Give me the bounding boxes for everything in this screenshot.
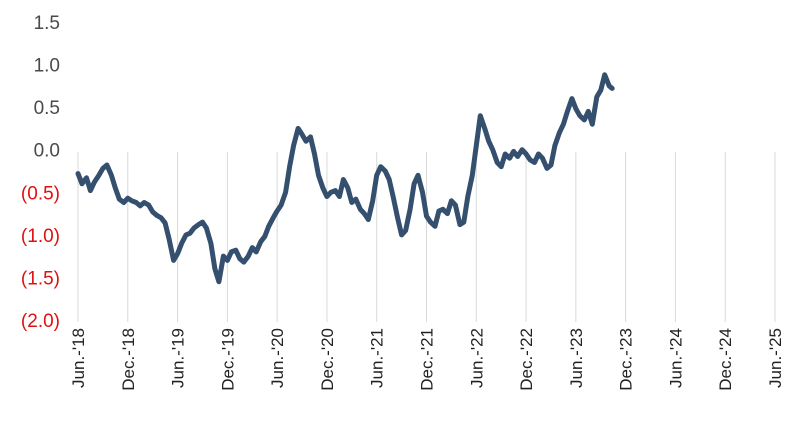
series-line bbox=[75, 72, 615, 285]
x-tick-label: Dec.-'21 bbox=[418, 328, 437, 391]
x-tick-label: Jun.-'24 bbox=[666, 328, 685, 388]
x-tick-label: Jun.-'25 bbox=[766, 328, 785, 388]
x-tick-label: Dec.-'22 bbox=[517, 328, 536, 391]
y-tick-label: 1.0 bbox=[34, 56, 60, 77]
x-tick-label: Dec.-'24 bbox=[716, 328, 735, 391]
x-axis-tick-labels: Jun.-'18 Dec.-'18 Jun.-'19 Dec.-'19 Jun.-'20… bbox=[69, 328, 785, 391]
y-tick-label: (2.0) bbox=[21, 311, 60, 332]
x-tick-label: Dec.-'20 bbox=[318, 328, 337, 391]
x-tick-label: Jun.-'21 bbox=[368, 328, 387, 388]
x-tick-label: Jun.-'23 bbox=[567, 328, 586, 388]
y-tick-label: 0.0 bbox=[34, 141, 60, 162]
x-tick-label: Dec.-'23 bbox=[617, 328, 636, 391]
y-tick-label: (0.5) bbox=[21, 183, 60, 204]
x-tick-label: Dec.-'19 bbox=[218, 328, 237, 391]
x-tick-label: Dec.-'18 bbox=[119, 328, 138, 391]
y-tick-label: 0.5 bbox=[34, 98, 60, 119]
x-tick-label: Jun.-'20 bbox=[268, 328, 287, 388]
y-axis-tick-labels: 1.5 1.0 0.5 0.0 (0.5) (1.0) (1.5) (2.0) bbox=[21, 13, 60, 332]
series-group bbox=[75, 72, 615, 285]
y-tick-label: (1.0) bbox=[21, 226, 60, 247]
x-tick-label: Jun.-'19 bbox=[169, 328, 188, 388]
x-tick-label: Jun.-'22 bbox=[467, 328, 486, 388]
y-tick-label: 1.5 bbox=[34, 13, 60, 34]
y-tick-label: (1.5) bbox=[21, 268, 60, 289]
vertical-gridlines bbox=[77, 152, 776, 322]
x-tick-label: Jun.-'18 bbox=[69, 328, 88, 388]
